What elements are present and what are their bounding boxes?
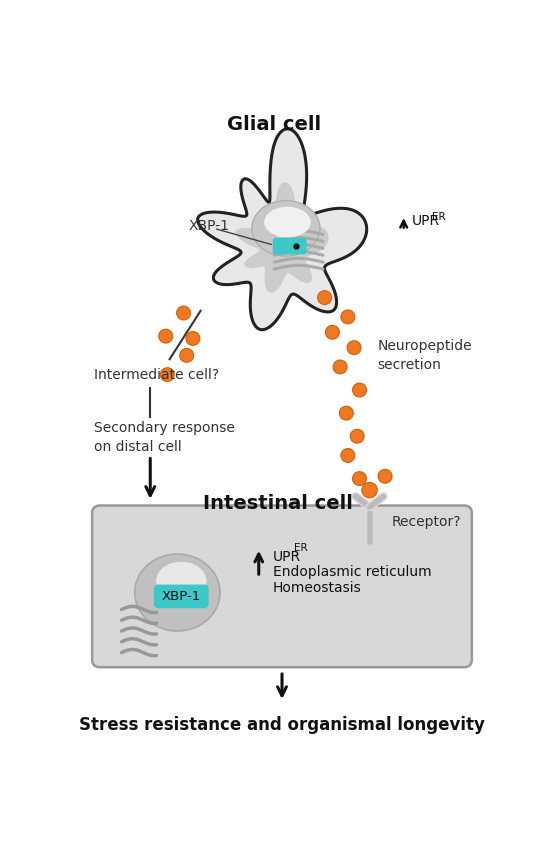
Circle shape bbox=[180, 349, 193, 362]
Ellipse shape bbox=[156, 562, 207, 600]
Polygon shape bbox=[198, 129, 367, 330]
Circle shape bbox=[378, 469, 392, 484]
Text: Intermediate cell?: Intermediate cell? bbox=[94, 368, 219, 381]
Text: Receptor?: Receptor? bbox=[391, 516, 461, 529]
Circle shape bbox=[347, 341, 361, 354]
Circle shape bbox=[353, 472, 366, 485]
Polygon shape bbox=[236, 182, 328, 293]
Text: XBP-1: XBP-1 bbox=[189, 219, 230, 233]
Circle shape bbox=[160, 368, 174, 381]
Circle shape bbox=[317, 290, 332, 305]
Text: ER: ER bbox=[294, 544, 308, 554]
Circle shape bbox=[333, 360, 347, 374]
Ellipse shape bbox=[264, 207, 311, 237]
Text: Homeostasis: Homeostasis bbox=[273, 581, 361, 595]
Circle shape bbox=[339, 406, 353, 420]
Text: Secondary response
on distal cell: Secondary response on distal cell bbox=[94, 421, 235, 454]
Circle shape bbox=[362, 483, 377, 498]
Text: Endoplasmic reticulum: Endoplasmic reticulum bbox=[273, 565, 431, 579]
Circle shape bbox=[177, 306, 191, 320]
Circle shape bbox=[350, 430, 364, 443]
Circle shape bbox=[186, 332, 200, 345]
Ellipse shape bbox=[252, 201, 320, 256]
Circle shape bbox=[341, 448, 355, 463]
Text: UPR: UPR bbox=[273, 550, 301, 564]
Text: UPR: UPR bbox=[412, 214, 440, 229]
FancyBboxPatch shape bbox=[274, 239, 306, 253]
Circle shape bbox=[159, 329, 172, 343]
Circle shape bbox=[341, 310, 355, 324]
Text: XBP-1: XBP-1 bbox=[161, 590, 201, 603]
Circle shape bbox=[326, 325, 339, 339]
Text: ER: ER bbox=[433, 212, 446, 222]
Text: Stress resistance and organismal longevity: Stress resistance and organismal longevi… bbox=[79, 716, 485, 734]
Ellipse shape bbox=[135, 554, 220, 631]
FancyBboxPatch shape bbox=[155, 586, 208, 607]
Text: Intestinal cell: Intestinal cell bbox=[203, 494, 353, 512]
Text: Glial cell: Glial cell bbox=[227, 115, 321, 134]
Text: Neuropeptide
secretion: Neuropeptide secretion bbox=[377, 339, 472, 371]
FancyBboxPatch shape bbox=[92, 506, 472, 668]
Circle shape bbox=[353, 383, 366, 397]
